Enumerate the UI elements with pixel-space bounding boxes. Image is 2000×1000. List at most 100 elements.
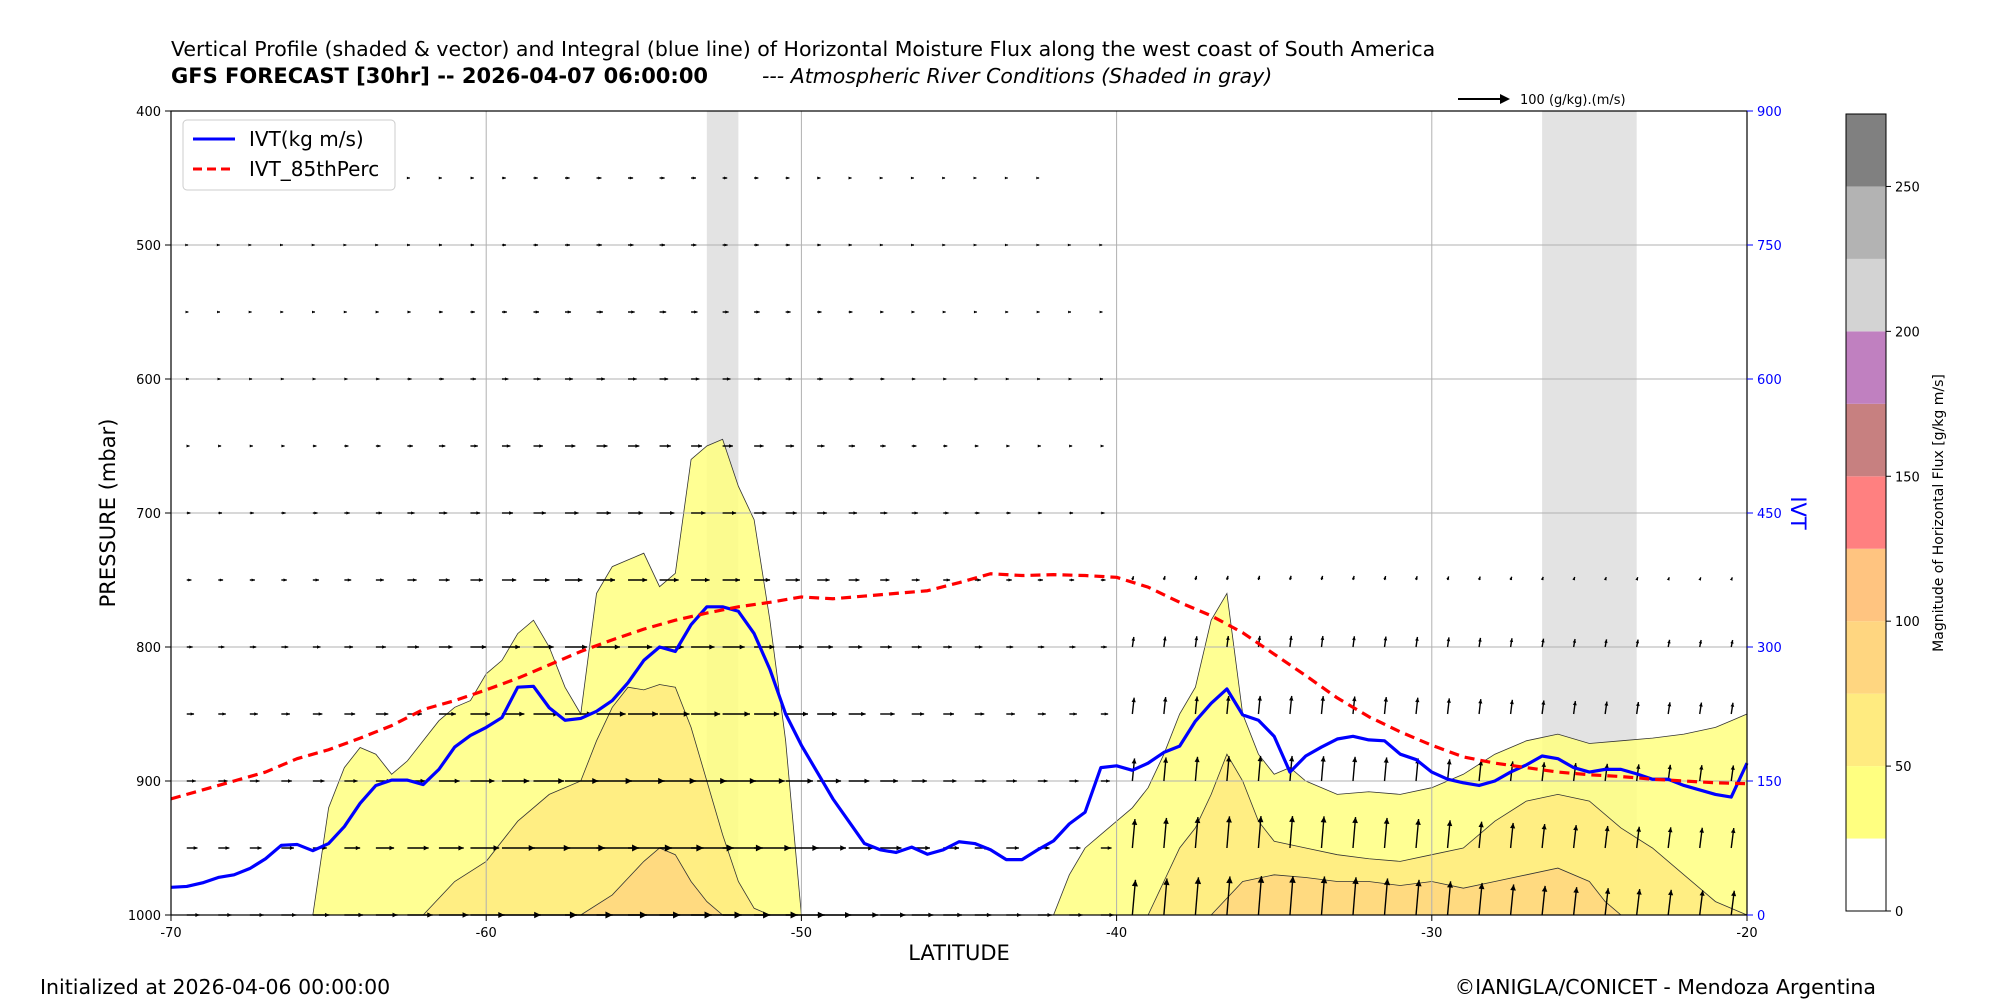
flux-vector-head [952,779,957,783]
flux-vector-head [1666,577,1670,581]
flux-vector-head [773,711,780,717]
flux-vector-head [1510,822,1516,829]
flux-vector-head [217,310,220,314]
flux-vector-head [349,645,354,649]
flux-vector-head [882,444,886,448]
flux-vector-head [186,444,190,448]
colorbar-segment [1846,476,1886,549]
colorbar-label: Magnitude of Horizontal Flux [g/kg m/s] [1931,374,1947,652]
flux-vector-head [726,377,731,381]
flux-vector-head [519,711,525,717]
flux-vector-head [1509,699,1514,705]
flux-vector-head [858,645,863,649]
flux-vector-head [502,176,506,180]
flux-vector-head [1068,377,1072,381]
flux-vector-head [1415,819,1421,826]
flux-vector-head [973,243,977,247]
forecast-label: GFS FORECAST [30hr] -- 2026-04-07 06:00:… [171,64,708,88]
flux-vector-head [218,511,223,515]
flux-vector-head [221,645,225,649]
flux-vector-head [1604,888,1611,894]
flux-vector-head [1636,889,1642,895]
flux-vector-head [1730,640,1734,644]
flux-vector-head [445,578,450,582]
flux-vector-head [454,778,460,784]
ivt-tick-label: 300 [1757,641,1782,656]
ivt-tick-label: 750 [1757,239,1782,254]
flux-vector-head [415,645,420,649]
flux-vector-head [509,511,514,515]
flux-vector-head [472,377,477,381]
flux-vector-head [920,712,925,716]
flux-vector-head [799,644,804,650]
flux-vector-head [883,511,888,515]
flux-vector-head [443,511,448,515]
flux-vector-head [1320,696,1325,701]
flux-vector-head [755,176,759,180]
flux-vector-head [1073,712,1077,716]
ivt-axis-label: IVT [1786,496,1810,530]
flux-vector-head [485,711,491,717]
flux-contours [312,438,1748,916]
flux-vector-head [683,711,690,717]
flux-vector-head [1194,817,1201,824]
flux-vector-head [1510,884,1516,891]
flux-vector-head [502,243,507,247]
flux-vector-head [976,511,980,515]
flux-vector-head [384,712,389,716]
flux-vector-head [185,377,189,381]
flux-vector-head [823,511,827,515]
flux-vector-head [1163,697,1168,702]
flux-vector-head [950,712,954,716]
flux-vector-head [438,176,442,180]
flux-vector-head [347,578,352,582]
flux-vector-head [458,845,464,851]
flux-vector-head [1037,444,1041,448]
flux-vector-head [973,310,977,314]
flux-vector-head [406,176,410,180]
flux-vector-head [1257,755,1263,762]
flux-vector-head [225,846,230,850]
flux-vector-head [1383,817,1390,825]
flux-vector-head [1352,756,1358,763]
flux-vector-head [1257,816,1264,823]
flux-vector-head [942,310,946,314]
flux-vector-head [1012,779,1017,783]
flux-vector-head [795,577,800,583]
flux-vector-head [698,444,703,448]
flux-vector-head [1572,577,1576,581]
flux-vector-head [1102,578,1106,582]
flux-vector-head [1004,243,1008,247]
flux-vector-head [345,444,349,448]
flux-vector-head [1352,636,1356,641]
flux-vector-head [1036,176,1040,180]
colorbar-frame [1845,113,1887,912]
flux-vector-head [807,778,813,784]
flux-vector-head [1383,636,1388,641]
flux-vector-head [1045,846,1050,850]
flux-vector-head [1067,243,1071,247]
flux-vector-head [762,511,767,515]
colorbar-tick-label: 250 [1895,180,1920,195]
flux-vector-head [1289,876,1296,884]
flux-vector-head [389,845,395,851]
flux-vector-head [1069,444,1073,448]
flux-vector-head [912,377,916,381]
x-tick-label: -50 [791,926,812,941]
flux-vector-head [534,176,538,180]
flux-vector-head [598,243,602,247]
flux-vector-head [787,310,791,314]
flux-vector-head [1004,176,1008,180]
flux-vector-head [880,310,884,314]
flux-vector-head [283,578,287,582]
ivt-axis-ticks: 0 150 300 450 600 750 900 [1747,105,1782,924]
flux-vector-head [1257,635,1262,640]
flux-vector-head [925,845,930,851]
flux-vector-head [252,645,257,649]
flux-vector-head [1667,702,1672,707]
flux-vector-head [1572,701,1577,706]
flux-vector-head [249,444,253,448]
ivt-tick-label: 450 [1757,507,1782,522]
flux-vector-head [1226,756,1232,762]
flux-vector-head [614,644,620,650]
